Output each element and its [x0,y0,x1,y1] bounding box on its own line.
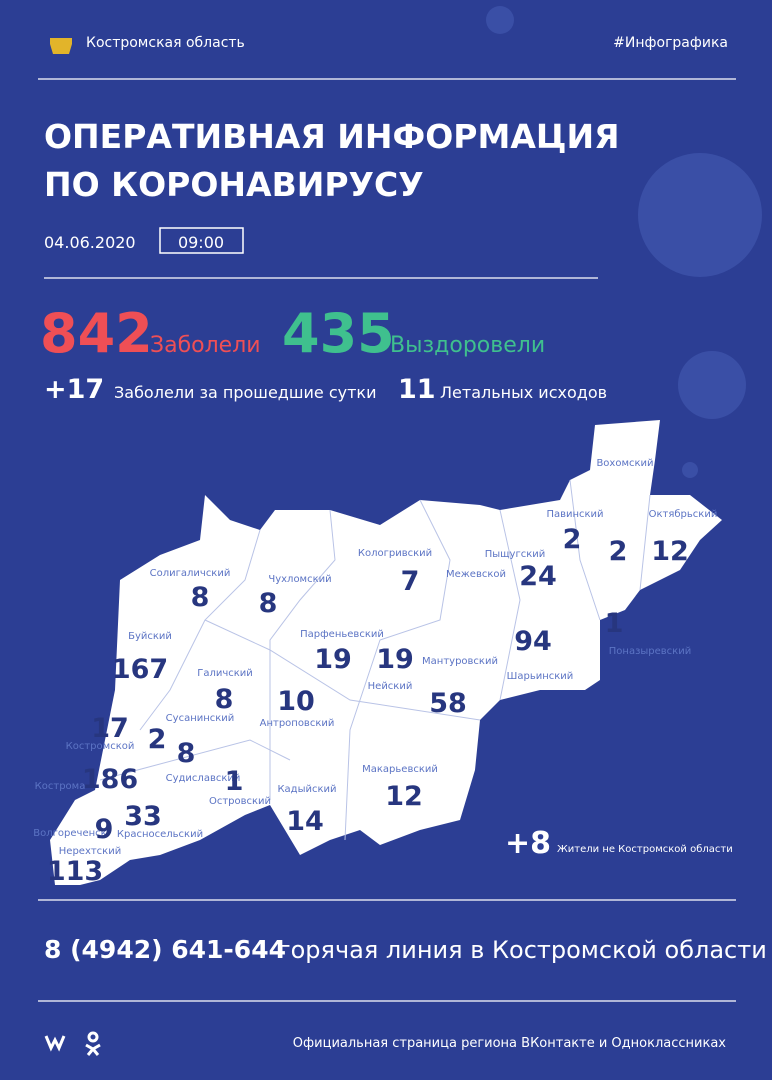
district-count: 9 [95,814,114,845]
cases-label: Заболели [150,333,261,358]
district-name: Костромской [66,741,135,752]
district-count: 167 [112,654,168,685]
new-cases-value: +17 [44,374,104,405]
deaths-label: Летальных исходов [440,383,607,402]
district-name: Островский [209,796,271,807]
district-name: Мантуровский [422,656,498,667]
virus-decor [486,6,762,478]
districts: Солигаличский 8 Чухломский 8 Кологривский 7 Ме… [33,458,717,887]
district-count: 10 [277,686,315,717]
district-name: Галичский [197,668,253,679]
district-name: Вохомский [596,458,653,469]
district-name: Солигаличский [150,568,231,579]
district-name: Кострома [35,781,86,792]
district-name: Парфеньевский [300,629,384,640]
district-count: 2 [563,524,582,555]
district-count: 17 [91,713,129,744]
district-name: Нерехтский [59,846,121,857]
title-line: ПО КОРОНАВИРУСУ [44,165,424,204]
district-name: Судиславский [166,773,241,784]
district-count: 1 [605,608,624,639]
district-count: 19 [314,644,352,675]
district-name: Октябрьский [649,509,718,520]
district-count: 24 [519,561,557,592]
district-count: 2 [148,724,167,755]
cases-value: 842 [40,302,153,365]
recovered-label: Выздоровели [390,333,545,358]
hotline-phone[interactable]: 8 (4942) 641-644 [44,935,286,964]
district-name: Буйский [128,631,172,642]
hotline-label: горячая линия в Костромской области [278,936,767,964]
district-name: Кадыйский [277,784,336,795]
district-count: 33 [124,801,162,832]
district-count: 12 [385,781,423,812]
district-name: Павинский [546,509,603,520]
deaths-value: 11 [398,374,436,405]
district-count: 8 [215,684,234,715]
district-name: Пыщугский [485,549,546,560]
district-count: 2 [609,536,628,567]
district-count: 1 [225,766,244,797]
coat-of-arms [50,38,72,54]
district-name: Кологривский [358,548,432,559]
district-name: Нейский [368,681,413,692]
district-count: 113 [47,856,103,887]
date: 04.06.2020 [44,233,136,252]
hashtag[interactable]: #Инфографика [613,35,728,51]
district-name: Сусанинский [166,713,235,724]
district-name: Шарьинский [507,671,574,682]
district-name: Красносельский [117,829,203,840]
district-count: 14 [286,806,324,837]
district-name: Поназыревский [609,646,691,657]
region-name: Костромская область [86,35,245,51]
recovered-value: 435 [282,302,395,365]
district-count: 186 [82,764,138,795]
district-count: 8 [259,588,278,619]
district-name: Антроповский [260,718,335,729]
district-name: Макарьевский [362,764,438,775]
district-name: Чухломский [268,574,331,585]
outside-label: Жители не Костромской области [557,844,733,855]
time-box [159,227,244,254]
new-cases-label: Заболели за прошедшие сутки [114,383,376,402]
district-count: 19 [376,644,414,675]
outside-value: +8 [505,826,551,861]
district-count: 94 [514,626,552,657]
district-count: 7 [401,566,420,597]
district-count: 8 [191,582,210,613]
district-borders [99,479,651,841]
district-count: 12 [651,536,689,567]
vk-icon[interactable] [44,1035,66,1052]
time: 09:00 [178,233,224,252]
district-count: 58 [429,688,467,719]
district-name: Межевской [446,569,506,580]
district-count: 8 [177,738,196,769]
region-map [50,420,722,885]
footer-text: Официальная страница региона ВКонтакте и… [293,1036,727,1051]
district-name: Волгореченск [33,828,106,839]
title-line: ОПЕРАТИВНАЯ ИНФОРМАЦИЯ [44,117,620,156]
ok-icon[interactable] [85,1031,101,1056]
